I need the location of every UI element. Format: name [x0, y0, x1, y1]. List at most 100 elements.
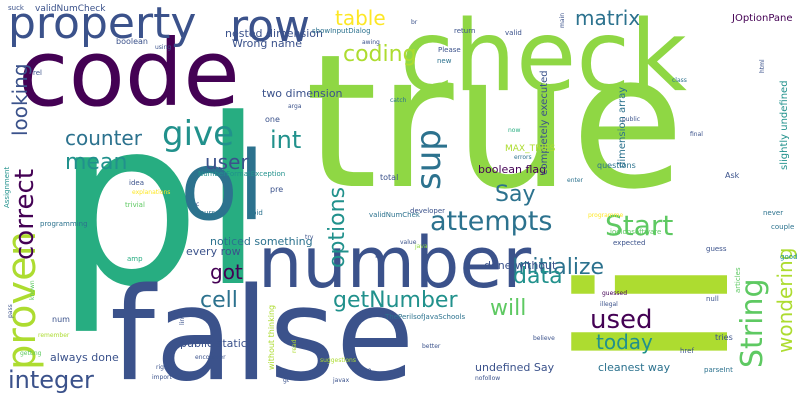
word: programming	[40, 220, 88, 228]
word: html	[759, 59, 766, 73]
word: nested dimension	[225, 27, 324, 40]
word: idea	[129, 179, 144, 187]
word: expected	[613, 239, 646, 247]
word: sup	[409, 129, 449, 190]
word: correct	[10, 168, 40, 260]
word: arga	[288, 103, 302, 110]
word: better	[422, 343, 441, 350]
word: Start	[605, 209, 674, 242]
word: two dimension	[262, 87, 343, 100]
word: int	[270, 126, 302, 154]
word: give	[162, 114, 235, 154]
word: done without	[484, 259, 557, 272]
word: attempts	[430, 206, 553, 237]
word: import	[152, 374, 172, 381]
word: Say	[495, 182, 536, 207]
word: options	[325, 186, 350, 268]
word: rel	[33, 69, 42, 77]
word: Parse	[355, 367, 372, 374]
word: always done	[50, 351, 119, 364]
word: noticed something	[210, 235, 313, 248]
word: Wrong name	[232, 37, 303, 50]
word: boolean flag	[478, 163, 547, 176]
word: ThePerilsofJavaSchools	[385, 313, 466, 321]
word: dimension array	[617, 86, 628, 168]
word: coding	[343, 42, 417, 67]
word: data	[513, 264, 563, 289]
word: getting	[20, 350, 42, 357]
word: code	[18, 20, 240, 127]
word: value	[400, 239, 417, 246]
word: false	[110, 261, 415, 400]
word: nofollow	[475, 375, 501, 382]
word: believe	[533, 335, 555, 342]
word: c	[196, 201, 200, 208]
word: illegal	[600, 301, 618, 308]
word: br	[411, 19, 418, 26]
word: java	[415, 243, 428, 250]
word: return	[454, 27, 476, 35]
word: MAX_TRIES	[505, 144, 556, 154]
word: looking	[8, 63, 32, 136]
word: without thinking	[267, 304, 276, 370]
word: explanations	[132, 189, 171, 196]
word: Initialize	[512, 255, 605, 280]
word: remember	[38, 332, 70, 339]
word: suggestions	[320, 357, 356, 364]
word: showInputDialog	[312, 27, 371, 35]
word: suck	[8, 4, 24, 12]
word: cleanest way	[598, 361, 671, 374]
word: String	[735, 278, 770, 368]
word: questions	[597, 161, 636, 170]
word: ol	[180, 132, 265, 242]
word: pass	[7, 304, 14, 318]
word: now	[508, 127, 521, 134]
word: got	[210, 260, 243, 284]
word: counter	[65, 126, 142, 150]
word: row	[230, 1, 311, 52]
word: Assignment	[3, 166, 11, 208]
word: public	[622, 116, 641, 123]
word: slightly undefined	[779, 80, 790, 170]
word: total	[380, 173, 399, 182]
word: wondering	[773, 247, 797, 353]
word: used	[590, 305, 653, 335]
word: encounter	[195, 354, 226, 361]
word: href	[680, 347, 694, 355]
word: every row	[186, 245, 241, 258]
word: one	[265, 115, 280, 124]
word: boolean	[116, 37, 148, 46]
word: trivial	[125, 201, 145, 209]
word: today	[596, 330, 653, 354]
word: property	[8, 0, 197, 49]
word: programme	[588, 212, 624, 219]
word: true	[305, 14, 685, 230]
word: gt	[283, 377, 290, 384]
word: guess	[706, 245, 727, 253]
word: good	[780, 253, 798, 261]
word: matrix	[575, 6, 641, 30]
word: never	[763, 209, 784, 217]
word: Please	[438, 46, 461, 54]
word: public static	[180, 337, 247, 350]
word: undefined Say	[475, 361, 555, 374]
word: user	[205, 150, 249, 174]
word: NumberFormatException	[198, 170, 286, 178]
word: read	[291, 339, 298, 353]
word: javax	[333, 377, 350, 384]
word: validNumCheck	[35, 4, 106, 14]
word: line	[179, 314, 186, 325]
word: parseInt	[704, 366, 733, 374]
word: check	[400, 0, 687, 114]
word: lt	[375, 251, 381, 260]
word: awing	[362, 39, 380, 46]
word: enter	[567, 177, 584, 184]
word: known	[29, 280, 36, 300]
word: will	[490, 296, 527, 321]
word: void	[248, 209, 263, 217]
word: articles	[734, 267, 742, 293]
word: final	[690, 131, 703, 138]
word: mean	[65, 150, 128, 175]
word: right	[156, 364, 171, 371]
